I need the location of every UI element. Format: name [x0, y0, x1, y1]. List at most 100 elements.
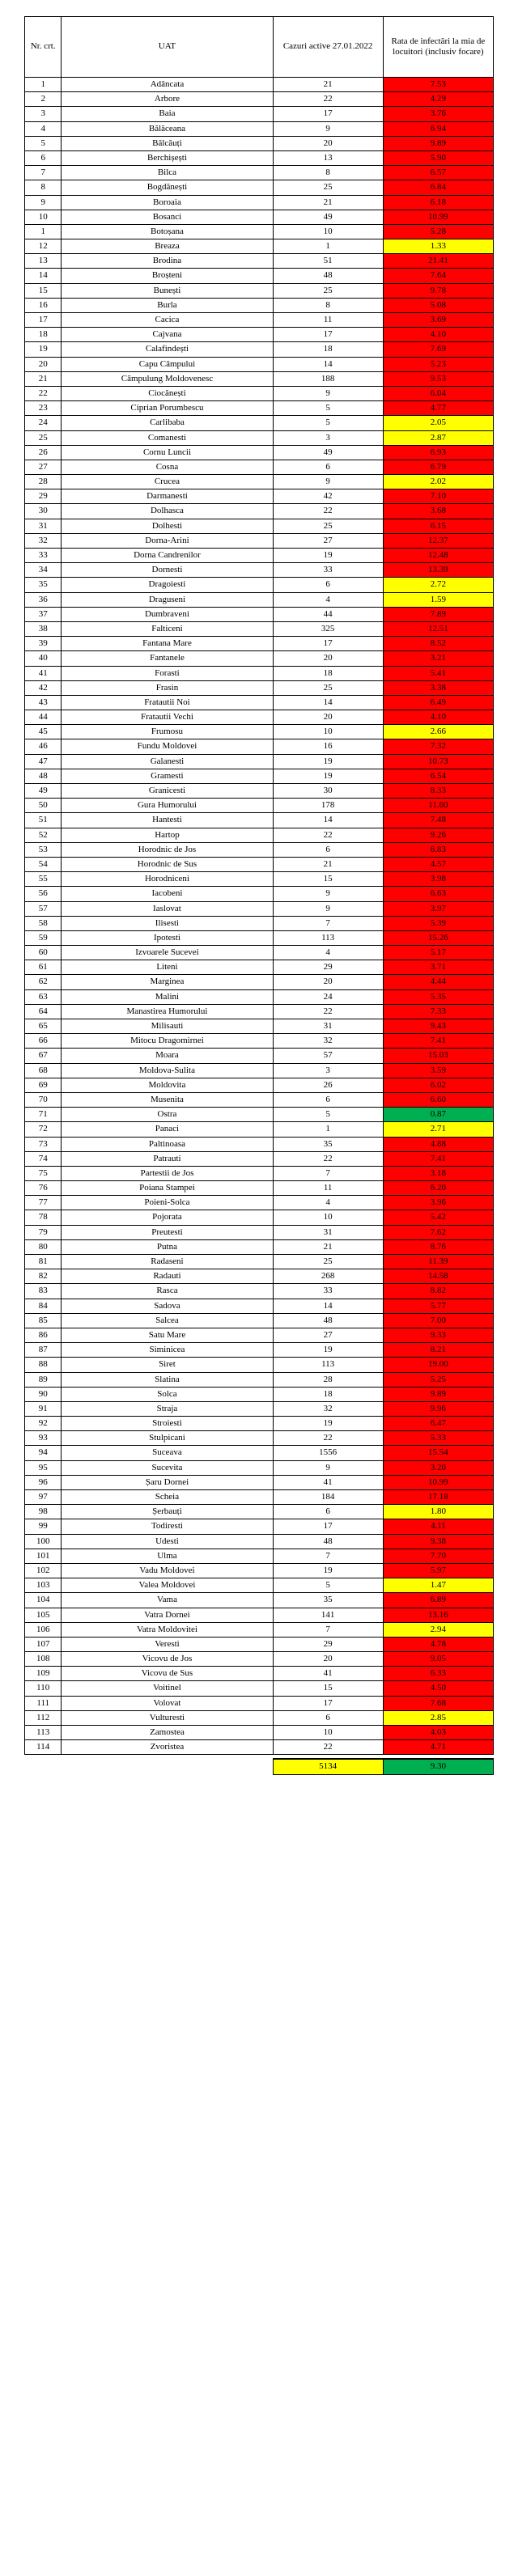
table-row: 56Iacobeni96.63 [25, 887, 494, 901]
cell-nr: 57 [25, 901, 62, 916]
cell-cases: 113 [273, 930, 383, 945]
cell-rate: 9.05 [383, 1652, 493, 1667]
cell-rate: 6.79 [383, 460, 493, 474]
cell-rate: 6.15 [383, 519, 493, 533]
cell-uat: Vama [62, 1593, 273, 1608]
table-row: 109Vicovu de Sus416.33 [25, 1667, 494, 1681]
cell-uat: Cacica [62, 313, 273, 328]
cell-cases: 20 [273, 651, 383, 666]
cell-uat: Vicovu de Sus [62, 1667, 273, 1681]
cell-nr: 72 [25, 1122, 62, 1137]
table-row: 6Berchișești135.90 [25, 150, 494, 165]
cell-uat: Siminicea [62, 1343, 273, 1358]
cell-rate: 12.48 [383, 549, 493, 563]
cell-cases: 31 [273, 1019, 383, 1034]
cell-rate: 6.02 [383, 1078, 493, 1092]
cell-uat: Todiresti [62, 1519, 273, 1534]
page: Nr. crt. UAT Cazuri active 27.01.2022 Ra… [0, 0, 518, 1799]
cell-nr: 48 [25, 769, 62, 783]
cell-nr: 55 [25, 872, 62, 887]
cell-nr: 85 [25, 1313, 62, 1328]
cell-uat: Comanesti [62, 430, 273, 445]
cell-nr: 99 [25, 1519, 62, 1534]
cell-nr: 84 [25, 1299, 62, 1313]
cell-rate: 1.47 [383, 1578, 493, 1593]
cell-uat: Patrauti [62, 1151, 273, 1166]
cell-cases: 9 [273, 887, 383, 901]
cell-nr: 59 [25, 930, 62, 945]
cell-rate: 6.57 [383, 166, 493, 180]
cell-nr: 89 [25, 1372, 62, 1387]
table-row: 44Fratautii Vechi204.10 [25, 710, 494, 725]
cell-rate: 0.87 [383, 1108, 493, 1122]
cell-cases: 4 [273, 1196, 383, 1210]
cell-rate: 5.08 [383, 298, 493, 312]
cell-uat: Volovat [62, 1696, 273, 1710]
cell-cases: 21 [273, 857, 383, 871]
table-row: 39Fantana Mare178.52 [25, 637, 494, 651]
cell-nr: 27 [25, 460, 62, 474]
cell-nr: 8 [25, 180, 62, 195]
cell-cases: 6 [273, 1710, 383, 1725]
cell-uat: Iaslovat [62, 901, 273, 916]
table-row: 96Șaru Dornei4110.99 [25, 1475, 494, 1489]
cell-nr: 32 [25, 533, 62, 548]
cell-uat: Gura Humorului [62, 799, 273, 813]
cell-nr: 26 [25, 445, 62, 460]
cell-uat: Radaseni [62, 1255, 273, 1269]
cell-rate: 1.59 [383, 592, 493, 607]
table-row: 8Bogdănești256.84 [25, 180, 494, 195]
cell-uat: Fratautii Vechi [62, 710, 273, 725]
cell-nr: 19 [25, 342, 62, 357]
cell-uat: Cornu Luncii [62, 445, 273, 460]
cell-rate: 6.20 [383, 1181, 493, 1196]
cell-uat: Pojorata [62, 1210, 273, 1225]
cell-uat: Musenita [62, 1092, 273, 1107]
cell-uat: Frumosu [62, 725, 273, 739]
cell-cases: 8 [273, 298, 383, 312]
cell-rate: 3.21 [383, 651, 493, 666]
table-row: 89Slatina285.25 [25, 1372, 494, 1387]
cell-rate: 6.84 [383, 180, 493, 195]
cell-cases: 29 [273, 960, 383, 975]
cell-uat: Zvoristea [62, 1740, 273, 1755]
cell-cases: 27 [273, 533, 383, 548]
table-row: 84Sadova145.77 [25, 1299, 494, 1313]
cell-uat: Stroiesti [62, 1417, 273, 1431]
table-row: 24Carlibaba52.05 [25, 416, 494, 430]
cell-rate: 4.29 [383, 92, 493, 107]
table-row: 98Șerbauți61.80 [25, 1505, 494, 1519]
total-rate: 9.30 [383, 1759, 493, 1774]
cell-rate: 7.68 [383, 1696, 493, 1710]
cell-cases: 6 [273, 1505, 383, 1519]
table-row: 102Vadu Moldovei195.97 [25, 1563, 494, 1578]
cell-rate: 6.63 [383, 887, 493, 901]
cell-cases: 18 [273, 666, 383, 680]
cell-cases: 6 [273, 842, 383, 857]
cell-rate: 17.18 [383, 1490, 493, 1505]
cell-cases: 44 [273, 607, 383, 621]
cell-rate: 9.89 [383, 1387, 493, 1401]
cell-nr: 106 [25, 1622, 62, 1637]
table-row: 59Ipotesti11315.26 [25, 930, 494, 945]
cell-uat: Vatra Dornei [62, 1608, 273, 1622]
cell-nr: 25 [25, 430, 62, 445]
cell-nr: 20 [25, 357, 62, 371]
cell-rate: 12.51 [383, 621, 493, 636]
cell-cases: 51 [273, 254, 383, 269]
cell-nr: 114 [25, 1740, 62, 1755]
cell-cases: 20 [273, 136, 383, 150]
cell-rate: 4.88 [383, 1137, 493, 1151]
total-empty [25, 1759, 62, 1774]
table-row: 103Valea Moldovei51.47 [25, 1578, 494, 1593]
table-row: 52Hartop229.26 [25, 828, 494, 842]
table-row: 78Pojorata105.42 [25, 1210, 494, 1225]
cell-rate: 2.85 [383, 1710, 493, 1725]
cell-nr: 110 [25, 1681, 62, 1696]
cell-nr: 103 [25, 1578, 62, 1593]
cell-uat: Putna [62, 1239, 273, 1254]
table-row: 107Veresti294.78 [25, 1637, 494, 1651]
cell-nr: 91 [25, 1401, 62, 1416]
cell-nr: 66 [25, 1034, 62, 1049]
table-row: 113Zamostea104.03 [25, 1726, 494, 1740]
